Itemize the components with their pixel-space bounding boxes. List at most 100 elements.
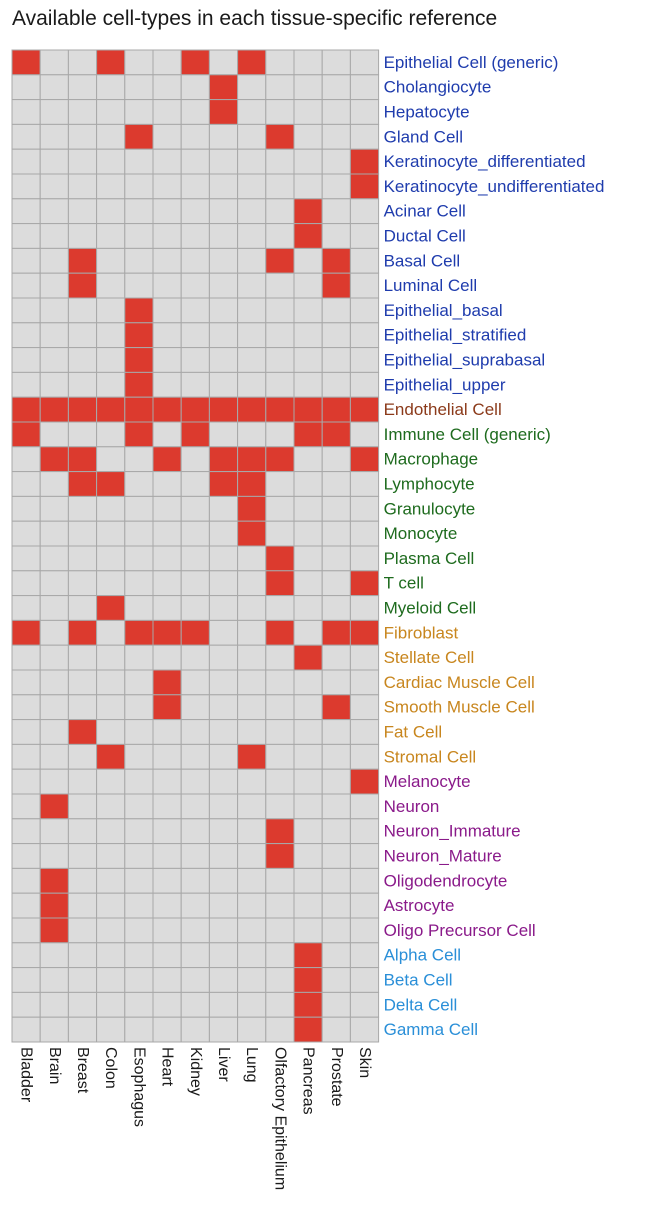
heatmap-cell [293, 322, 323, 349]
heatmap-cell [349, 942, 380, 969]
heatmap-cell [96, 867, 126, 894]
heatmap-cell [67, 917, 98, 944]
heatmap-cell [321, 495, 351, 522]
heatmap-cell [349, 967, 380, 993]
heatmap-cell [96, 247, 126, 274]
heatmap-cell [96, 123, 126, 150]
heatmap-cell [208, 942, 239, 969]
heatmap-cell [152, 570, 182, 597]
heatmap-cell [39, 743, 69, 770]
heatmap-cell [180, 247, 210, 274]
heatmap-cell [293, 1016, 323, 1043]
cell-type-label: Ductal Cell [384, 227, 466, 246]
heatmap-cell [321, 694, 351, 721]
heatmap-cell [67, 967, 98, 993]
heatmap-cell [180, 843, 210, 869]
heatmap-cell [265, 619, 295, 646]
heatmap-cell [208, 1016, 239, 1043]
heatmap-cell [237, 247, 267, 274]
heatmap-cell [208, 694, 239, 721]
heatmap-cell [67, 942, 98, 969]
heatmap-cell [11, 644, 41, 671]
heatmap-cell [293, 694, 323, 721]
heatmap-cell [208, 371, 239, 398]
heatmap-cell [237, 768, 267, 795]
heatmap-cell [67, 123, 98, 150]
heatmap-cell [180, 967, 210, 993]
heatmap-cell [67, 793, 98, 820]
heatmap-cell [237, 371, 267, 398]
heatmap-cell [96, 173, 126, 200]
heatmap-cell [67, 818, 98, 845]
heatmap-cell [265, 545, 295, 572]
heatmap-cell [293, 495, 323, 522]
heatmap-cell [180, 99, 210, 125]
heatmap-cell [96, 570, 126, 597]
heatmap-cell [124, 421, 154, 448]
heatmap-cell [237, 867, 267, 894]
heatmap-cell [124, 818, 154, 845]
heatmap-cell [67, 669, 98, 696]
heatmap-cell [293, 247, 323, 274]
heatmap-cell [39, 570, 69, 597]
heatmap-cell [208, 719, 239, 745]
heatmap-cell [39, 347, 69, 373]
heatmap-cell [96, 793, 126, 820]
heatmap-cell [237, 545, 267, 572]
tissue-label: Lung [243, 1047, 260, 1083]
heatmap-cell [39, 595, 69, 621]
heatmap-cell [349, 74, 380, 101]
heatmap-cell [96, 743, 126, 770]
heatmap-cell [180, 867, 210, 894]
heatmap-cell [293, 619, 323, 646]
heatmap-cell [96, 1016, 126, 1043]
heatmap-cell [293, 743, 323, 770]
heatmap-cell [11, 743, 41, 770]
heatmap-cell [124, 570, 154, 597]
heatmap-cell [208, 173, 239, 200]
heatmap-cell [96, 446, 126, 473]
heatmap-cell [265, 793, 295, 820]
tissue-label: Colon [102, 1047, 119, 1089]
heatmap-cell [152, 49, 182, 76]
cell-type-label: Myeloid Cell [384, 599, 477, 618]
heatmap-cell [124, 719, 154, 745]
heatmap-cell [293, 123, 323, 150]
heatmap-cell [321, 520, 351, 547]
heatmap-cell [208, 297, 239, 324]
heatmap-cell [96, 495, 126, 522]
heatmap-cell [208, 198, 239, 225]
heatmap-cell [349, 570, 380, 597]
heatmap-cell [96, 595, 126, 621]
heatmap-cell [321, 644, 351, 671]
heatmap-cell [96, 843, 126, 869]
heatmap-cell [321, 991, 351, 1018]
heatmap-cell [208, 595, 239, 621]
heatmap-cell [67, 520, 98, 547]
heatmap-cell [124, 694, 154, 721]
heatmap-cell [124, 471, 154, 497]
heatmap-cell [152, 223, 182, 249]
heatmap-cell [321, 99, 351, 125]
heatmap-cell [349, 818, 380, 845]
cell-type-label: Stromal Cell [384, 747, 477, 766]
heatmap-cell [39, 223, 69, 249]
heatmap-cell [96, 619, 126, 646]
heatmap-cell [67, 991, 98, 1018]
heatmap-cell [152, 843, 182, 869]
heatmap-cell [67, 49, 98, 76]
heatmap-cell [11, 148, 41, 175]
heatmap-cell [265, 446, 295, 473]
heatmap-cell [265, 421, 295, 448]
heatmap-cell [152, 471, 182, 497]
heatmap-cell [180, 669, 210, 696]
cell-type-label: Oligodendrocyte [384, 871, 508, 890]
heatmap-cell [237, 694, 267, 721]
heatmap-cell [293, 223, 323, 249]
heatmap-cell [349, 595, 380, 621]
heatmap-cell [208, 148, 239, 175]
heatmap-cell [321, 595, 351, 621]
heatmap-cell [237, 719, 267, 745]
heatmap-cell [208, 322, 239, 349]
heatmap-cell [39, 719, 69, 745]
